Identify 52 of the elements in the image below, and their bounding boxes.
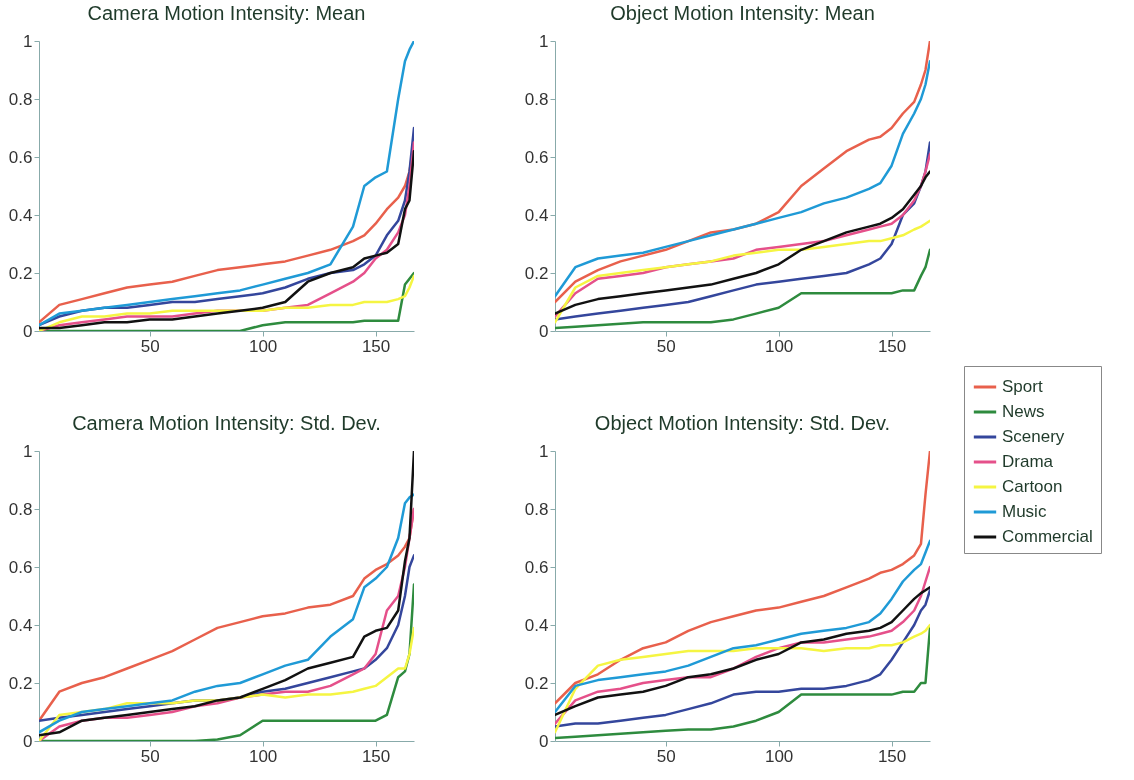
x-tick-label: 150 <box>877 336 907 356</box>
chart-title: Object Motion Intensity: Std. Dev. <box>594 412 891 434</box>
x-tick-label: 150 <box>361 746 391 766</box>
y-tick-label: 0.8 <box>8 499 33 519</box>
line-series <box>555 451 930 705</box>
chart-title: Camera Motion Intensity: Std. Dev. <box>72 412 381 434</box>
y-tick-label: 0.8 <box>524 499 549 519</box>
y-tick-label: 1 <box>23 31 33 51</box>
y-tick-label: 0.8 <box>524 89 549 109</box>
chart-title: Object Motion Intensity: Mean <box>610 2 875 24</box>
line-series <box>555 219 930 324</box>
y-tick-label: 0.4 <box>8 205 33 225</box>
y-tick-label: 1 <box>539 441 549 461</box>
y-tick-label: 0.6 <box>524 557 549 577</box>
x-tick-label: 100 <box>764 336 794 356</box>
x-tick-label: 50 <box>140 336 160 356</box>
y-tick-label: 0.2 <box>8 263 33 283</box>
x-tick-label: 50 <box>656 336 676 356</box>
y-tick-label: 1 <box>539 31 549 51</box>
chart-title: Camera Motion Intensity: Mean <box>87 2 366 24</box>
legend-label: Scenery <box>1002 427 1065 446</box>
y-tick-label: 0.6 <box>8 147 33 167</box>
y-tick-label: 0 <box>23 731 33 751</box>
y-tick-label: 0.6 <box>8 557 33 577</box>
y-tick-label: 0.4 <box>524 615 549 635</box>
legend-label: News <box>1002 402 1045 421</box>
legend-label: Commercial <box>1002 527 1093 546</box>
legend-label: Music <box>1002 502 1047 521</box>
y-tick-label: 1 <box>23 441 33 461</box>
y-tick-label: 0 <box>539 321 549 341</box>
line-series <box>39 41 414 327</box>
line-series <box>555 539 930 714</box>
y-tick-label: 0.8 <box>8 89 33 109</box>
legend-label: Drama <box>1002 452 1054 471</box>
x-tick-label: 50 <box>656 746 676 766</box>
legend-label: Sport <box>1002 377 1043 396</box>
legend-label: Cartoon <box>1002 477 1063 496</box>
x-tick-label: 50 <box>140 746 160 766</box>
x-tick-label: 150 <box>877 746 907 766</box>
y-tick-label: 0.6 <box>524 147 549 167</box>
x-tick-label: 100 <box>248 746 278 766</box>
y-tick-label: 0.2 <box>524 673 549 693</box>
y-tick-label: 0.4 <box>524 205 549 225</box>
y-tick-label: 0.4 <box>8 615 33 635</box>
y-tick-label: 0 <box>23 321 33 341</box>
x-tick-label: 100 <box>248 336 278 356</box>
line-series <box>39 451 414 737</box>
y-tick-label: 0 <box>539 731 549 751</box>
y-tick-label: 0.2 <box>8 673 33 693</box>
x-tick-label: 100 <box>764 746 794 766</box>
x-tick-label: 150 <box>361 336 391 356</box>
y-tick-label: 0.2 <box>524 263 549 283</box>
